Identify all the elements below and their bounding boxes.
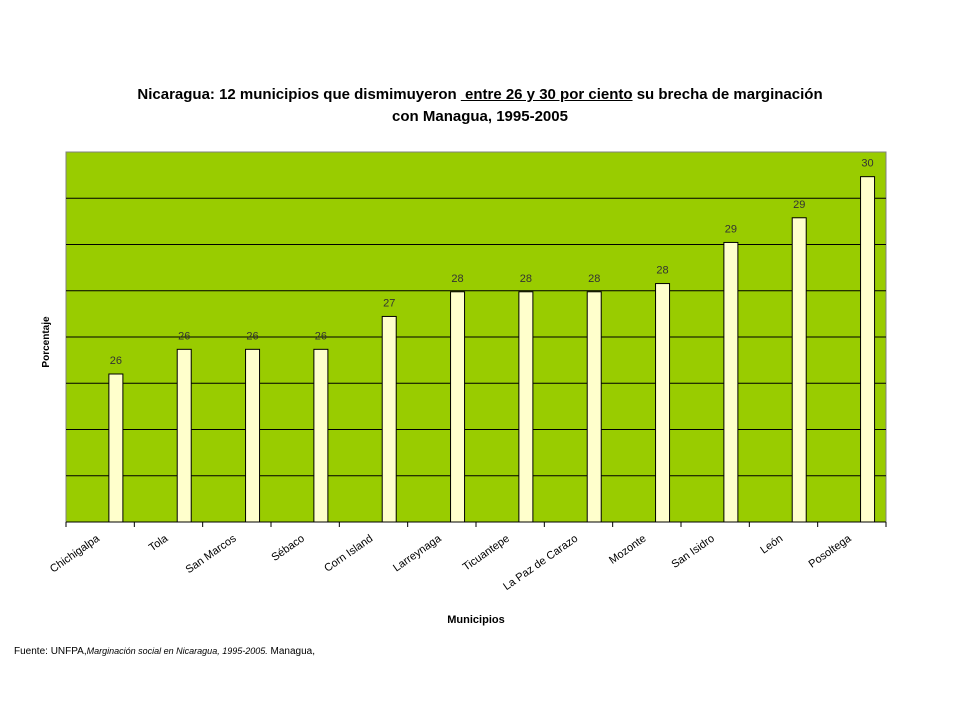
bar — [655, 283, 671, 523]
bar — [518, 291, 534, 523]
bar — [108, 373, 124, 523]
bar-value-label: 26 — [110, 355, 122, 367]
source-suffix: Managua, — [267, 646, 316, 657]
bar — [450, 291, 466, 523]
bar — [176, 348, 192, 523]
source-prefix: Fuente: UNFPA, — [14, 646, 87, 657]
chart-title-line-1: Nicaragua: 12 municipios que dismimuyero… — [40, 84, 920, 106]
bar-value-label: 28 — [588, 273, 600, 285]
bars — [108, 176, 876, 523]
x-tick-label: Sébaco — [269, 533, 306, 564]
bar — [723, 241, 739, 523]
bar-value-label: 26 — [315, 330, 327, 342]
data-labels: 26 26 26 26 27 28 28 28 28 29 29 30 — [110, 158, 874, 367]
x-axis-title: Municipios — [447, 614, 504, 626]
x-tick-label: Posoltega — [807, 532, 855, 570]
bar-value-label: 28 — [520, 273, 532, 285]
bar-value-label: 27 — [383, 297, 395, 309]
bar — [381, 315, 397, 523]
bar-value-label: 28 — [656, 265, 668, 277]
title-text-end: su brecha de marginación — [632, 86, 823, 103]
bar — [313, 348, 329, 523]
bar-value-label: 30 — [861, 158, 873, 170]
bar — [860, 176, 876, 523]
x-tick-label: La Paz de Carazo — [501, 533, 580, 593]
chart-title-line-2: con Managua, 1995-2005 — [392, 108, 568, 125]
source-note: Fuente: UNFPA,Marginación social en Nica… — [14, 646, 315, 657]
x-tick-label: Tola — [147, 532, 171, 554]
bar — [245, 348, 261, 523]
x-axis-tick-labels: Chichigalpa Tola San Marcos Sébaco Corn Isla… — [48, 532, 854, 593]
x-tick-label: Larreynaga — [391, 532, 444, 574]
bar-value-label: 29 — [725, 223, 737, 235]
x-tick-label: Corn Island — [322, 533, 375, 575]
bar-value-label: 29 — [793, 199, 805, 211]
x-tick-label: Chichigalpa — [48, 532, 103, 575]
bar-value-label: 26 — [246, 330, 258, 342]
bar — [586, 291, 602, 523]
title-text-start: Nicaragua: 12 municipios que dismimuyero… — [137, 86, 461, 103]
title-text-underlined: entre 26 y 30 por ciento — [460, 86, 633, 103]
bar-value-label: 26 — [178, 330, 190, 342]
bar — [791, 217, 807, 523]
x-tick-label: Ticuantepe — [461, 533, 512, 574]
x-axis-ticks — [65, 522, 887, 527]
bar-value-label: 28 — [451, 273, 463, 285]
y-axis-title: Porcentaje — [41, 316, 52, 368]
x-tick-label: San Isidro — [669, 533, 716, 571]
x-tick-label: Mozonte — [607, 533, 648, 567]
gridlines — [66, 197, 886, 477]
x-tick-label: San Marcos — [184, 532, 239, 576]
x-tick-label: León — [758, 533, 785, 557]
source-title: Marginación social en Nicaragua, 1995-20… — [86, 646, 268, 656]
